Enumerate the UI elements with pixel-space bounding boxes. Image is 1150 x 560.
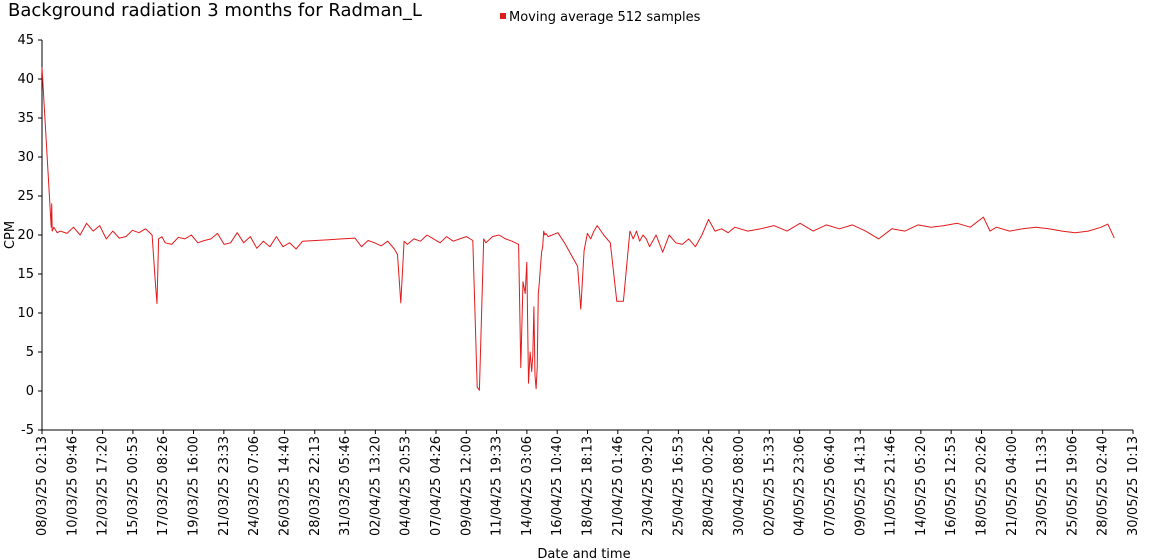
legend: Moving average 512 samples — [500, 10, 701, 25]
x-tick-label: 28/03/25 22:13 — [308, 436, 323, 536]
x-tick-label: 23/04/25 09:20 — [641, 436, 656, 536]
y-tick-label: -5 — [21, 423, 34, 438]
x-tick-label: 21/05/25 04:00 — [1005, 436, 1020, 536]
series-group — [41, 67, 1115, 391]
y-tick-label: 30 — [17, 150, 34, 165]
x-tick-label: 18/04/25 18:13 — [581, 436, 596, 536]
x-tick-label: 04/04/25 20:53 — [399, 436, 414, 536]
x-tick-label: 21/03/25 23:33 — [217, 436, 232, 536]
x-tick-label: 02/05/25 15:33 — [762, 436, 777, 536]
chart-title: Background radiation 3 months for Radman… — [8, 0, 422, 21]
series-line — [41, 67, 1115, 391]
y-axis-label: CPM — [3, 221, 18, 249]
x-axis-ticks: 08/03/25 02:13 10/03/25 09:46 12/03/25 17:… — [35, 430, 1141, 536]
x-tick-label: 28/04/25 00:26 — [702, 436, 717, 536]
x-tick-label: 25/05/25 19:06 — [1065, 436, 1080, 536]
x-tick-label: 04/05/25 23:06 — [793, 436, 808, 536]
x-tick-label: 24/03/25 07:06 — [247, 436, 262, 536]
x-tick-label: 02/04/25 13:20 — [368, 436, 383, 536]
y-tick-label: 15 — [17, 267, 34, 282]
y-tick-label: 25 — [17, 189, 34, 204]
x-tick-label: 25/04/25 16:53 — [671, 436, 686, 536]
x-tick-label: 31/03/25 05:46 — [338, 436, 353, 536]
x-tick-label: 30/05/25 10:13 — [1126, 436, 1141, 536]
x-tick-label: 12/03/25 17:20 — [96, 436, 111, 536]
y-tick-label: 5 — [26, 345, 34, 360]
x-tick-label: 19/03/25 16:00 — [187, 436, 202, 536]
x-tick-label: 08/03/25 02:13 — [35, 436, 50, 536]
x-tick-label: 18/05/25 20:26 — [974, 436, 989, 536]
x-tick-label: 11/04/25 19:33 — [490, 436, 505, 536]
x-tick-label: 16/05/25 12:53 — [944, 436, 959, 536]
x-tick-label: 10/03/25 09:46 — [65, 436, 80, 536]
x-tick-label: 14/04/25 03:06 — [520, 436, 535, 536]
x-tick-label: 11/05/25 21:46 — [884, 436, 899, 536]
x-tick-label: 26/03/25 14:40 — [277, 436, 292, 536]
y-tick-label: 40 — [17, 72, 34, 87]
x-tick-label: 07/05/25 06:40 — [823, 436, 838, 536]
legend-swatch — [500, 13, 506, 19]
y-tick-label: 10 — [17, 306, 34, 321]
y-tick-label: 20 — [17, 228, 34, 243]
y-axis-ticks: -5 0 5 10 15 20 25 30 35 40 45 — [17, 33, 42, 438]
x-tick-label: 07/04/25 04:26 — [429, 436, 444, 536]
x-tick-label: 14/05/25 05:20 — [914, 436, 929, 536]
y-tick-label: 35 — [17, 111, 34, 126]
x-tick-label: 17/03/25 08:26 — [156, 436, 171, 536]
legend-label: Moving average 512 samples — [509, 10, 701, 25]
y-tick-label: 0 — [26, 384, 34, 399]
x-axis-label: Date and time — [537, 547, 630, 560]
x-tick-label: 16/04/25 10:40 — [550, 436, 565, 536]
y-tick-label: 45 — [17, 33, 34, 48]
x-tick-label: 28/05/25 02:40 — [1096, 436, 1111, 536]
x-tick-label: 30/04/25 08:00 — [732, 436, 747, 536]
x-tick-label: 15/03/25 00:53 — [126, 436, 141, 536]
x-tick-label: 21/04/25 01:46 — [611, 436, 626, 536]
x-tick-label: 23/05/25 11:33 — [1035, 436, 1050, 536]
x-tick-label: 09/05/25 14:13 — [853, 436, 868, 536]
x-tick-label: 09/04/25 12:00 — [459, 436, 474, 536]
